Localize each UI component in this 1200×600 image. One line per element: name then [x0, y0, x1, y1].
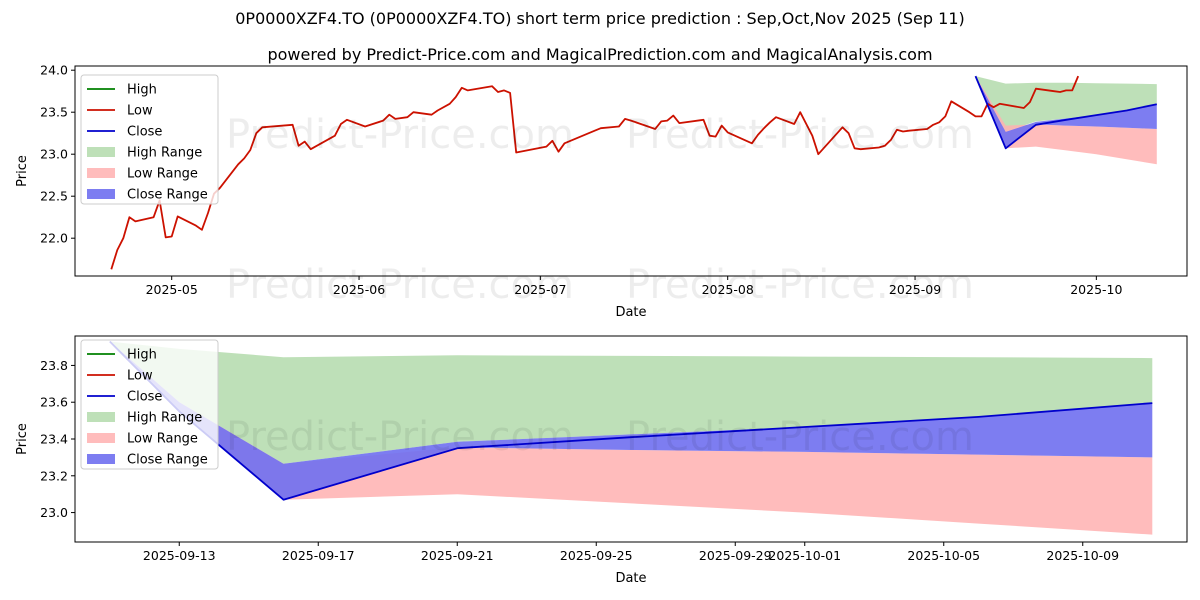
y-tick-label: 23.0	[40, 147, 68, 162]
legend-box	[80, 74, 219, 205]
x-tick-label: 2025-09-25	[560, 548, 633, 563]
chart-title: 0P0000XZF4.TO (0P0000XZF4.TO) short term…	[235, 9, 965, 28]
x-tick-label: 2025-10	[1070, 282, 1122, 297]
legend-patch-swatch	[87, 147, 115, 157]
y-tick-label: 23.4	[40, 432, 68, 447]
legend-label: High	[127, 83, 157, 98]
legend-label: Low	[127, 104, 153, 119]
panel-full-period: Predict-Price.com Predict-Price.com Predic…	[15, 63, 1188, 320]
close-series-line	[974, 75, 1157, 150]
x-tick-label: 2025-09-29	[699, 548, 772, 563]
x-tick-label: 2025-06	[333, 282, 385, 297]
x-axis-label: Date	[615, 305, 646, 320]
watermark: Predict-Price.com	[626, 262, 974, 308]
watermark: Predict-Price.com	[226, 414, 574, 460]
y-tick-label: 24.0	[40, 63, 68, 78]
y-axis-label: Price	[15, 155, 30, 187]
x-tick-label: 2025-07	[514, 282, 566, 297]
legend-box	[80, 339, 219, 470]
x-tick-label: 2025-09-17	[282, 548, 355, 563]
x-tick-label: 2025-09	[889, 282, 941, 297]
legend-label: Low Range	[127, 432, 198, 447]
x-tick-label: 2025-09-13	[143, 548, 216, 563]
y-tick-label: 22.5	[40, 189, 68, 204]
close-range-band	[975, 76, 1157, 149]
legend-label: Low Range	[127, 167, 198, 182]
watermark: Predict-Price.com	[226, 262, 574, 308]
low-range-band	[975, 76, 1157, 165]
high-range-band	[975, 76, 1157, 132]
x-axis-label: Date	[615, 571, 646, 586]
watermark: Predict-Price.com	[626, 112, 974, 158]
x-tick-label: 2025-05	[146, 282, 198, 297]
legend-patch-swatch	[87, 454, 115, 464]
legend-label: High	[127, 348, 157, 363]
x-tick-label: 2025-10-05	[907, 548, 980, 563]
high-range-band	[109, 341, 1153, 464]
low-range-band	[109, 341, 1153, 535]
close-range-band	[109, 341, 1153, 500]
legend-patch-swatch	[87, 433, 115, 443]
x-tick-label: 2025-10-01	[768, 548, 841, 563]
axes-frame	[74, 65, 1188, 277]
x-tick-label: 2025-09-21	[421, 548, 494, 563]
panel-forecast-zoom: Predict-Price.com Predict-Price.com 2025-0…	[15, 335, 1188, 586]
plot-area	[110, 75, 1157, 270]
legend-label: Close	[127, 390, 162, 405]
legend-label: High Range	[127, 411, 202, 426]
y-tick-label: 23.2	[40, 468, 68, 483]
legend: High Low Close High Range Low Range Close Ran…	[80, 74, 219, 205]
y-tick-label: 23.6	[40, 395, 68, 410]
legend: High Low Close High Range Low Range Close Ran…	[80, 339, 219, 470]
legend-patch-swatch	[87, 189, 115, 199]
y-axis-label: Price	[15, 423, 30, 455]
legend-patch-swatch	[87, 412, 115, 422]
legend-patch-swatch	[87, 168, 115, 178]
x-tick-label: 2025-10-09	[1046, 548, 1119, 563]
legend-label: Close Range	[127, 453, 208, 468]
legend-label: High Range	[127, 146, 202, 161]
x-tick-label: 2025-08	[702, 282, 754, 297]
chart-subtitle: powered by Predict-Price.com and Magical…	[267, 45, 933, 64]
watermark: Predict-Price.com	[226, 112, 574, 158]
legend-label: Low	[127, 369, 153, 384]
legend-label: Close	[127, 125, 162, 140]
y-tick-label: 23.8	[40, 358, 68, 373]
y-tick-label: 22.0	[40, 231, 68, 246]
low-series-line	[110, 75, 1080, 270]
legend-label: Close Range	[127, 188, 208, 203]
y-tick-label: 23.5	[40, 105, 68, 120]
y-tick-label: 23.0	[40, 505, 68, 520]
watermark: Predict-Price.com	[626, 414, 974, 460]
